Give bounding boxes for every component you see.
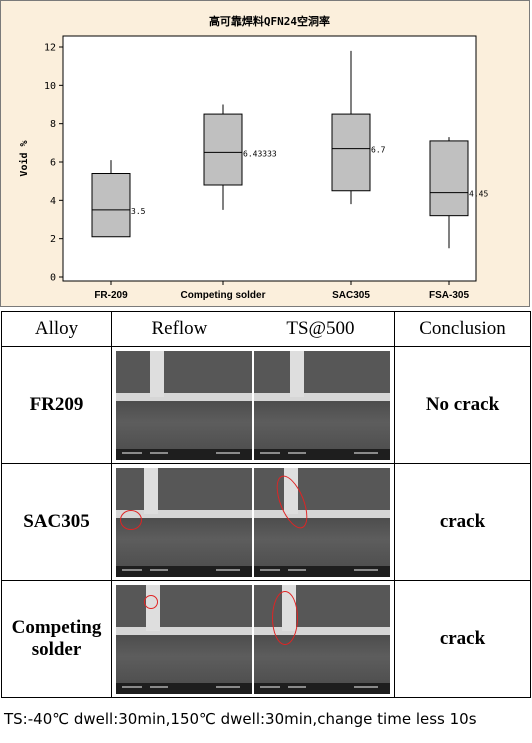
y-tick-label: 2 xyxy=(50,234,56,245)
conclusion-cell: crack xyxy=(394,580,531,698)
alloy-name-line-2: solder xyxy=(31,639,82,660)
median-data-label: 3.5 xyxy=(131,207,146,216)
x-category-label: Competing solder xyxy=(180,290,265,301)
y-axis-label: Void % xyxy=(18,140,30,176)
box-plot: 高可靠焊料QFN24空洞率 Void % 0 2 4 6 8 10 12 3.5 FR-209 6.4… xyxy=(18,14,488,301)
chart-panel: 高可靠焊料QFN24空洞率 Void % 0 2 4 6 8 10 12 3.5 FR-209 6.4… xyxy=(0,0,530,307)
median-data-label: 6.7 xyxy=(371,146,386,155)
header-ts: TS@500 xyxy=(286,318,355,339)
sem-image-ts500 xyxy=(254,584,390,694)
box xyxy=(331,113,371,192)
table-row: FR209 No crack xyxy=(1,346,531,464)
sem-image-reflow xyxy=(116,584,252,694)
sem-image-reflow xyxy=(116,350,252,460)
median-data-label: 4.45 xyxy=(469,190,488,199)
y-tick-label: 6 xyxy=(50,158,56,169)
crack-highlight-marker xyxy=(272,590,298,645)
conclusion-cell: crack xyxy=(394,463,531,581)
alloy-cell: SAC305 xyxy=(1,463,112,581)
plot-area xyxy=(62,35,477,282)
box xyxy=(91,173,131,238)
x-category-label: FR-209 xyxy=(94,290,128,301)
sem-image-ts500 xyxy=(254,467,390,577)
x-category-label: FSA-305 xyxy=(429,290,469,301)
alloy-cell: FR209 xyxy=(1,346,112,464)
sem-images-cell xyxy=(111,463,395,581)
sem-images-cell xyxy=(111,580,395,698)
header-alloy: Alloy xyxy=(1,311,112,347)
alloy-name: SAC305 xyxy=(23,511,90,532)
y-tick-label: 10 xyxy=(44,81,56,92)
header-reflow: Reflow xyxy=(151,318,208,339)
alloy-cell: Competing solder xyxy=(1,580,112,698)
y-tick-label: 12 xyxy=(44,43,56,54)
box xyxy=(429,140,469,217)
table-row: SAC305 crack xyxy=(1,463,531,581)
void-highlight-marker xyxy=(144,594,158,609)
void-highlight-marker xyxy=(120,509,142,530)
y-tick-label: 0 xyxy=(50,273,56,284)
header-reflow-ts: Reflow TS@500 xyxy=(111,311,395,347)
box xyxy=(203,113,243,186)
alloy-name-line-1: Competing xyxy=(11,617,102,638)
sem-image-reflow xyxy=(116,467,252,577)
test-conditions-note: TS:-40℃ dwell:30min,150℃ dwell:30min,cha… xyxy=(4,710,477,728)
conclusion-cell: No crack xyxy=(394,346,531,464)
table-row: Competing solder crack xyxy=(1,580,531,698)
header-conclusion: Conclusion xyxy=(394,311,531,347)
sem-images-cell xyxy=(111,346,395,464)
results-table: Alloy Reflow TS@500 Conclusion FR209 xyxy=(1,311,531,698)
x-category-label: SAC305 xyxy=(332,290,370,301)
y-tick-label: 8 xyxy=(50,119,56,130)
y-tick-label: 4 xyxy=(50,196,56,207)
chart-title: 高可靠焊料QFN24空洞率 xyxy=(209,14,330,28)
sem-image-ts500 xyxy=(254,350,390,460)
alloy-name: FR209 xyxy=(29,394,84,415)
table-header-row: Alloy Reflow TS@500 Conclusion xyxy=(1,311,531,347)
median-data-label: 6.43333 xyxy=(243,149,277,158)
